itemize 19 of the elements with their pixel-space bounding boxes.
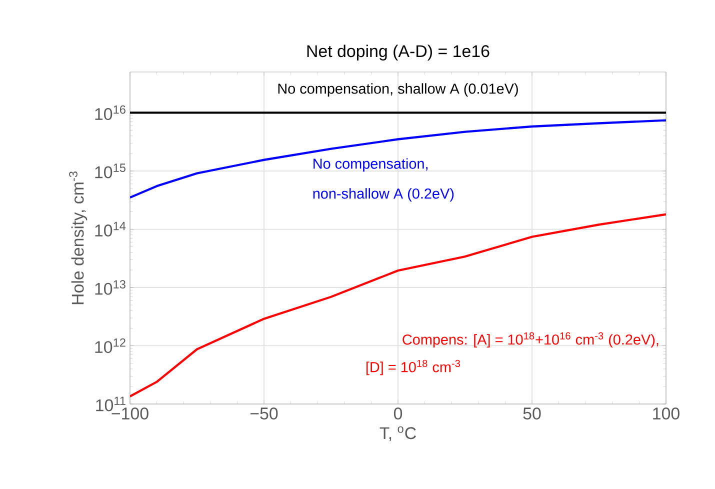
annotation: Compens: [A] = 10$^{18}$+10$^{16}$ cm$^{-3}$ (0.2eV), (402, 332, 658, 348)
y-axis-title: Hole density, cm$^{-3}$ (69, 172, 88, 304)
x-tick-label: −50 (250, 408, 278, 420)
x-tick-label: 50 (523, 408, 541, 420)
y-tick-label: 10$^{15}$ (95, 164, 126, 178)
y-tick-label: 10$^{13}$ (95, 280, 126, 295)
annotation: No compensation, (314, 158, 428, 172)
annotation: No compensation, shallow A (0.01eV) (278, 83, 518, 97)
y-tick-label: 10$^{12}$ (95, 338, 126, 354)
x-tick-label: −100 (112, 408, 148, 420)
chart-title: Net doping (A-D) = 1e16 (307, 44, 490, 60)
annotation: non-shallow A (0.2eV) (313, 188, 454, 202)
y-tick-label: 10$^{16}$ (95, 105, 126, 120)
y-tick-label: 10$^{14}$ (95, 222, 126, 237)
x-tick-label: 0 (394, 408, 402, 420)
x-tick-label: 100 (653, 408, 680, 420)
annotation: [D] = 10$^{18}$ cm$^{-3}$ (366, 360, 460, 376)
line-series (130, 213, 666, 398)
x-axis-title: T, $^{o}$C (380, 426, 416, 442)
